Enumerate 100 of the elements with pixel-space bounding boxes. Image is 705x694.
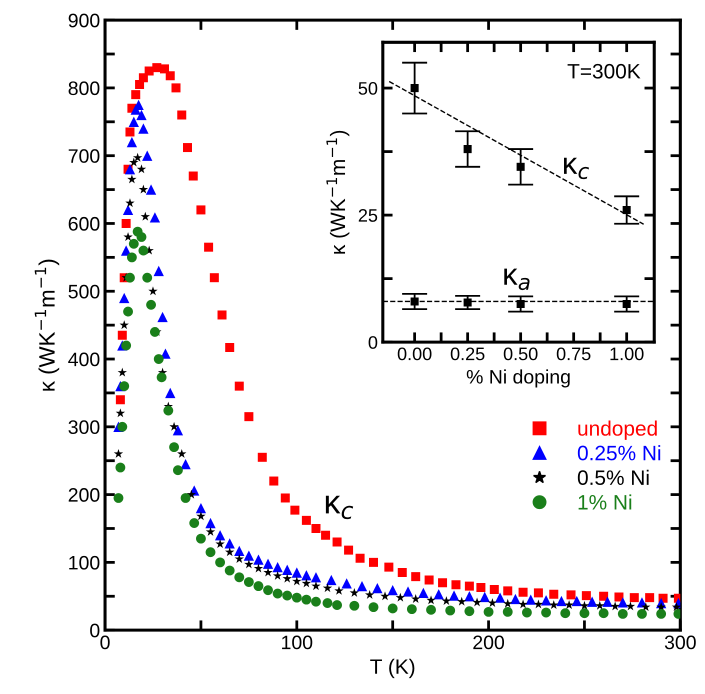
point	[196, 534, 206, 544]
point	[234, 382, 244, 391]
point	[332, 600, 342, 610]
point	[125, 127, 134, 136]
y-tick-label: 0	[368, 336, 378, 349]
point	[196, 502, 206, 514]
point	[326, 574, 336, 586]
point	[225, 343, 234, 352]
point	[618, 597, 628, 608]
point	[365, 590, 374, 599]
point	[136, 110, 147, 120]
point	[549, 590, 558, 599]
point	[484, 606, 494, 617]
point	[206, 547, 216, 558]
x-axis-title: T (K)	[370, 658, 414, 678]
point	[177, 449, 186, 458]
point	[262, 558, 274, 569]
point	[169, 422, 179, 431]
point	[292, 576, 302, 586]
x-tick-label: 200	[473, 636, 504, 650]
point	[126, 136, 138, 148]
point	[118, 330, 127, 340]
point	[157, 312, 168, 322]
point	[472, 597, 482, 606]
point	[396, 592, 406, 602]
point	[138, 184, 148, 194]
x-tick-label: 100	[282, 636, 312, 650]
point	[196, 205, 206, 214]
point	[672, 602, 680, 612]
point	[602, 596, 613, 607]
point	[126, 252, 137, 262]
point	[116, 408, 126, 418]
point	[254, 564, 264, 572]
point	[114, 449, 124, 458]
y-axis-title: κ (WK$^{−1}$m$^{−1}$)	[34, 260, 60, 391]
point	[388, 604, 398, 614]
point	[464, 145, 472, 154]
point	[165, 388, 176, 398]
annotation: κ$_{c}$	[564, 158, 589, 180]
point	[169, 442, 179, 452]
point	[556, 596, 567, 606]
point	[464, 606, 474, 616]
y-tick-label: 700	[68, 149, 100, 163]
point	[586, 596, 598, 607]
annotation: T=300K	[568, 64, 640, 79]
point	[215, 557, 226, 568]
point	[189, 518, 200, 528]
point	[641, 602, 650, 612]
point	[282, 574, 292, 583]
point	[510, 594, 521, 604]
point	[369, 558, 378, 567]
point	[614, 592, 624, 602]
point	[116, 395, 125, 404]
point	[123, 306, 133, 316]
point	[210, 273, 219, 282]
y-axis-title: κ (WK$^{−1}$m$^{−1}$)	[326, 130, 350, 254]
point	[128, 238, 139, 249]
point	[311, 596, 321, 607]
y-tick-label: 600	[68, 216, 100, 231]
point	[368, 602, 378, 612]
point	[171, 83, 180, 92]
point	[332, 538, 342, 547]
point	[311, 524, 320, 533]
point	[541, 608, 552, 618]
point	[180, 493, 190, 503]
point	[349, 600, 360, 611]
point	[426, 595, 436, 604]
point	[372, 582, 382, 594]
point	[356, 580, 368, 592]
point	[645, 593, 654, 602]
point	[205, 518, 216, 528]
point	[154, 354, 164, 364]
y-tick-label: 500	[68, 284, 100, 298]
legend-label: 1% Ni	[578, 494, 632, 510]
point	[150, 327, 160, 337]
point	[272, 562, 283, 572]
point	[622, 206, 631, 214]
point	[129, 158, 138, 166]
point	[302, 578, 312, 588]
point	[464, 298, 472, 307]
point	[206, 526, 216, 536]
point	[406, 604, 417, 614]
point	[540, 595, 552, 606]
point	[127, 174, 137, 184]
point	[350, 588, 360, 597]
point	[411, 594, 420, 603]
x-tick-label: 0.75	[556, 347, 590, 360]
point	[582, 591, 591, 600]
point	[426, 604, 436, 615]
y-tick-label: 300	[68, 420, 100, 434]
point	[224, 538, 235, 549]
point	[115, 462, 126, 472]
point	[518, 588, 528, 597]
point	[119, 292, 130, 304]
point	[301, 594, 312, 605]
point	[119, 381, 130, 392]
annotation: κ$_{c}$	[326, 496, 354, 520]
point	[516, 162, 525, 171]
point	[144, 66, 154, 76]
legend-label: 0.5% Ni	[578, 470, 649, 486]
